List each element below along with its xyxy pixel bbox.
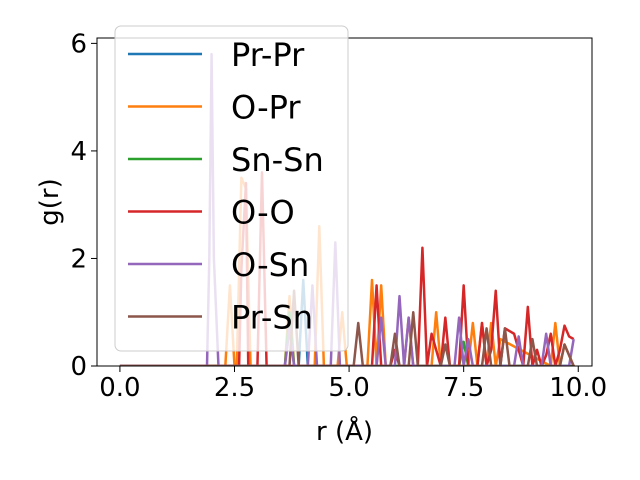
- y-tick-label: 4: [70, 137, 87, 167]
- legend-label-pr-pr: Pr-Pr: [231, 36, 305, 74]
- series-line-o-o: [119, 171, 575, 366]
- legend-label-sn-sn: Sn-Sn: [231, 141, 324, 179]
- legend-label-o-sn: O-Sn: [231, 246, 309, 284]
- legend-label-pr-sn: Pr-Sn: [231, 299, 313, 337]
- y-axis-label: g(r): [35, 178, 65, 225]
- y-tick-label: 6: [70, 29, 87, 59]
- series-line-o-sn: [119, 52, 575, 366]
- legend-label-o-o: O-O: [231, 194, 295, 232]
- x-axis-label: r (Å): [316, 415, 373, 447]
- x-tick-label: 5.0: [328, 373, 369, 403]
- x-axis-ticks: 0.0 2.5 5.0 7.5 10.0: [99, 366, 607, 403]
- legend: Pr-Pr O-Pr Sn-Sn O-O O-Sn Pr-Sn: [114, 25, 349, 352]
- y-tick-label: 2: [70, 244, 87, 274]
- series-line-pr-sn: [119, 289, 575, 366]
- x-tick-label: 2.5: [214, 373, 255, 403]
- x-tick-label: 0.0: [99, 373, 140, 403]
- y-axis-ticks: 0 2 4 6: [70, 29, 97, 382]
- x-tick-label: 10.0: [549, 373, 607, 403]
- x-tick-label: 7.5: [443, 373, 484, 403]
- y-tick-label: 0: [70, 352, 87, 382]
- legend-label-o-pr: O-Pr: [231, 89, 301, 127]
